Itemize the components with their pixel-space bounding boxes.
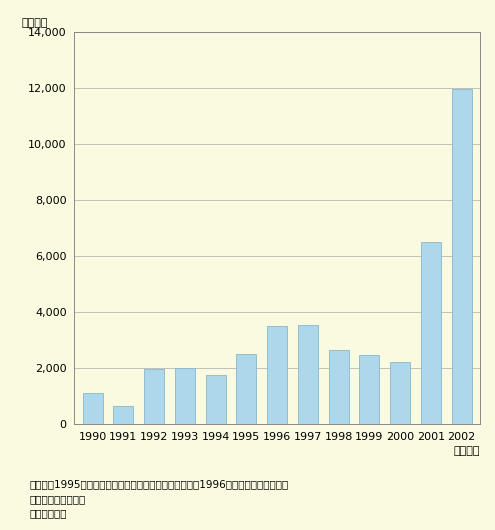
Bar <box>113 406 134 424</box>
Bar <box>267 326 287 424</box>
Bar <box>452 89 472 424</box>
Bar <box>298 324 318 424</box>
Bar <box>83 393 102 424</box>
Text: 資料）青森県: 資料）青森県 <box>30 508 67 518</box>
Text: （注）、1995年産までは輸出検査実績から集計した。、1996年産以降は日本貴易月: （注）、1995年産までは輸出検査実績から集計した。、1996年産以降は日本貴易… <box>30 480 289 490</box>
Bar <box>175 368 195 424</box>
Bar <box>329 350 348 424</box>
Text: （トン）: （トン） <box>21 18 48 28</box>
Bar <box>144 369 164 424</box>
Bar <box>237 354 256 424</box>
Bar <box>206 375 226 424</box>
Text: 表から推計した。: 表から推計した。 <box>30 494 86 504</box>
Bar <box>359 356 380 424</box>
Text: （年産）: （年産） <box>453 446 480 456</box>
Bar <box>421 242 441 424</box>
Bar <box>390 363 410 424</box>
